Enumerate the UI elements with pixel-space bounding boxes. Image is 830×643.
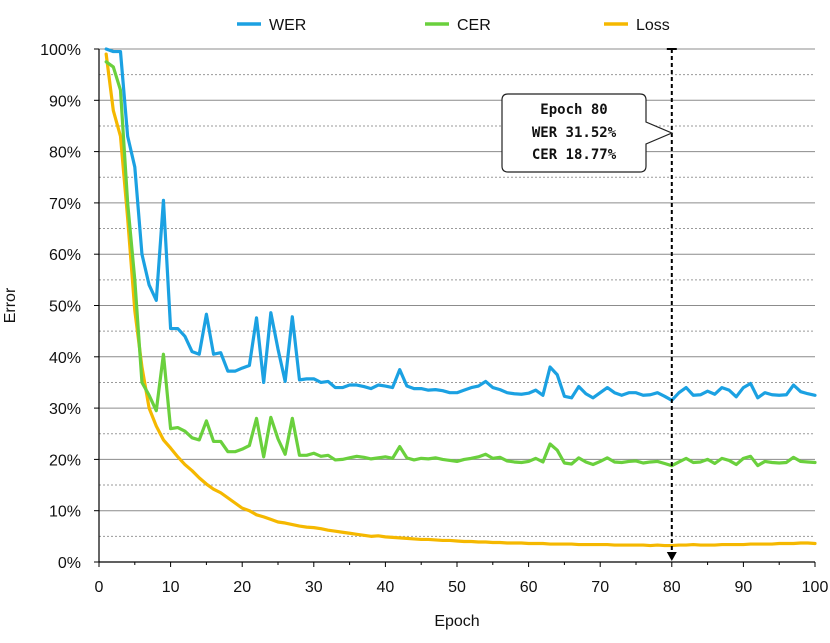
y-tick-label: 70%: [49, 196, 81, 213]
annotation-epoch: Epoch 80: [540, 102, 607, 118]
y-tick-labels: 0% 10% 20% 30% 40% 50% 60% 70% 80% 90% 100%: [40, 42, 99, 572]
x-tick-label: 70: [591, 579, 609, 596]
x-tick-labels: 0 10 20 30 40 50 60 70 80 90 100: [95, 562, 829, 596]
series-lines: [104, 47, 817, 548]
series-line-cer: [104, 60, 817, 468]
series-line-loss: [104, 52, 817, 548]
series-line-wer: [104, 47, 817, 402]
y-tick-label: 10%: [49, 504, 81, 521]
y-tick-label: 30%: [49, 401, 81, 418]
y-tick-label: 0%: [58, 555, 81, 572]
x-tick-label: 0: [95, 579, 104, 596]
y-axis-title: Error: [2, 287, 19, 323]
legend-label-wer: WER: [269, 17, 306, 34]
annotation-wer: WER 31.52%: [532, 125, 617, 141]
legend: WER CER Loss: [237, 17, 670, 34]
x-tick-label: 10: [162, 579, 180, 596]
x-tick-label: 100: [802, 579, 829, 596]
marker-arrow: [666, 552, 677, 561]
annotation-callout: Epoch 80 WER 31.52% CER 18.77%: [501, 93, 674, 173]
y-tick-label: 90%: [49, 93, 81, 110]
x-tick-label: 40: [377, 579, 395, 596]
x-tick-label: 50: [448, 579, 466, 596]
x-tick-label: 60: [520, 579, 538, 596]
legend-label-loss: Loss: [636, 17, 670, 34]
legend-label-cer: CER: [457, 17, 491, 34]
annotation-box: [501, 93, 674, 173]
y-tick-label: 20%: [49, 452, 81, 469]
y-tick-label: 40%: [49, 350, 81, 367]
y-tick-label: 100%: [40, 42, 81, 59]
y-tick-label: 60%: [49, 247, 81, 264]
x-tick-label: 20: [233, 579, 251, 596]
y-tick-label: 50%: [49, 299, 81, 316]
x-tick-label: 90: [735, 579, 753, 596]
annotation-cer: CER 18.77%: [532, 147, 617, 163]
y-tick-label: 80%: [49, 145, 81, 162]
grid: [99, 48, 815, 537]
x-tick-label: 80: [663, 579, 681, 596]
x-tick-label: 30: [305, 579, 323, 596]
x-axis-title: Epoch: [434, 613, 479, 630]
